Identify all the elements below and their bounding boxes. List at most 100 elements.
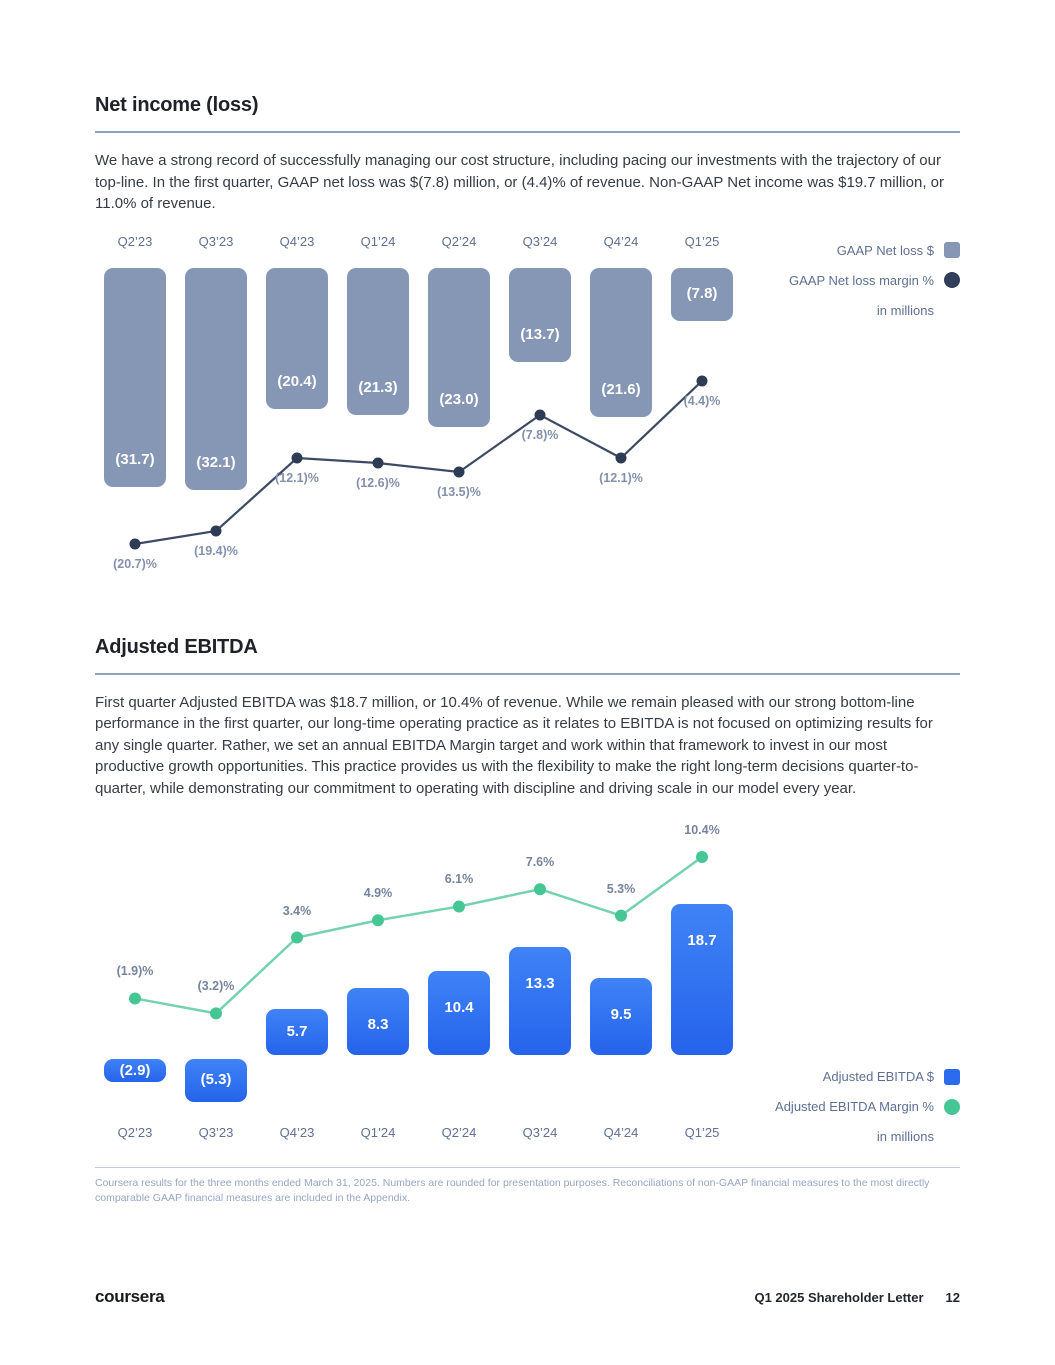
- adjusted-ebitda-section: Adjusted EBITDA First quarter Adjusted E…: [95, 584, 960, 1150]
- bar: 18.7: [671, 903, 733, 1055]
- line-point-marker: [696, 375, 708, 386]
- bar: (7.8): [671, 267, 733, 322]
- footnote-rule: [95, 1167, 960, 1168]
- bar: (31.7): [104, 267, 166, 487]
- bar-value-label: 5.7: [286, 1022, 308, 1040]
- bar: (13.7): [509, 267, 571, 363]
- margin-line-plot: [129, 375, 708, 549]
- bar: 9.5: [590, 978, 652, 1055]
- adjusted-ebitda-title: Adjusted EBITDA: [95, 635, 258, 658]
- adjusted-ebitda-paragraph: First quarter Adjusted EBITDA was $18.7 …: [95, 693, 933, 797]
- bar-value-label: (31.7): [115, 450, 155, 468]
- category-label: Q1’25: [684, 233, 720, 249]
- bar: (32.1): [185, 267, 247, 490]
- bar-value-label: (20.4): [277, 372, 317, 390]
- line-dot-swatch-icon: [944, 1098, 960, 1115]
- category-label: Q3’24: [522, 1125, 558, 1140]
- line-point-marker: [534, 409, 546, 420]
- category-label: Q1’24: [360, 1125, 396, 1140]
- bar-value-label: (32.1): [196, 453, 236, 471]
- margin-line: [134, 379, 703, 545]
- line-point-marker: [372, 914, 384, 927]
- net-income-section: Net income (loss) We have a strong recor…: [95, 0, 960, 584]
- page-footer: coursera Q1 2025 Shareholder Letter 12: [95, 1286, 960, 1308]
- line-point-marker: [615, 909, 627, 922]
- margin-line-plot: [129, 851, 708, 1020]
- line-point-marker: [210, 1007, 222, 1020]
- legend-label-adj-ebitda: Adjusted EBITDA $: [822, 1069, 934, 1084]
- net-income-chart: GAAP Net loss $ GAAP Net loss margin % i…: [95, 234, 960, 584]
- margin-value-label: 7.6%: [525, 855, 555, 870]
- legend-row-line-series: Adjusted EBITDA Margin %: [775, 1098, 960, 1115]
- bar-value-label: 10.4: [444, 998, 474, 1016]
- category-label: Q4’23: [279, 1125, 315, 1140]
- net-income-legend: GAAP Net loss $ GAAP Net loss margin % i…: [789, 242, 960, 319]
- margin-value-label: (12.1)%: [599, 470, 643, 485]
- margin-value-label: (4.4)%: [683, 393, 721, 408]
- legend-row-line-series: GAAP Net loss margin %: [789, 272, 960, 289]
- line-point-marker: [453, 900, 465, 913]
- bar-value-label: (2.9): [119, 1061, 151, 1079]
- line-point-marker: [129, 538, 141, 549]
- category-label: Q2’23: [117, 1125, 153, 1140]
- line-point-marker: [615, 452, 627, 463]
- line-point-marker: [129, 992, 141, 1005]
- legend-label-gaap-margin: GAAP Net loss margin %: [789, 272, 934, 288]
- line-dot-swatch-icon: [944, 272, 960, 288]
- footer-right: Q1 2025 Shareholder Letter 12: [754, 1290, 960, 1305]
- category-label: Q4’24: [603, 1125, 639, 1140]
- margin-value-label: (19.4)%: [194, 543, 238, 558]
- category-label: Q4’23: [279, 233, 315, 249]
- adjusted-ebitda-chart: Adjusted EBITDA $ Adjusted EBITDA Margin…: [95, 819, 960, 1149]
- bar-value-label: 8.3: [367, 1015, 389, 1033]
- legend-label-gaap-net-loss: GAAP Net loss $: [836, 242, 934, 258]
- adjusted-ebitda-legend: Adjusted EBITDA $ Adjusted EBITDA Margin…: [775, 1068, 960, 1145]
- legend-label-adj-margin: Adjusted EBITDA Margin %: [775, 1099, 934, 1114]
- bar: 5.7: [266, 1008, 328, 1055]
- net-income-title-rule: [95, 131, 960, 133]
- legend-row-bar-series: Adjusted EBITDA $: [823, 1068, 960, 1085]
- legend-row-units: in millions: [877, 1128, 960, 1145]
- category-label: Q4’24: [603, 233, 639, 249]
- margin-line: [134, 855, 703, 1015]
- line-point-marker: [534, 883, 546, 896]
- line-point-marker: [291, 931, 303, 944]
- category-label: Q3’24: [522, 233, 558, 249]
- bar-swatch-icon: [944, 1068, 960, 1085]
- margin-value-label: (12.6)%: [356, 475, 400, 490]
- category-label: Q2’24: [441, 1125, 477, 1140]
- net-income-title: Net income (loss): [95, 94, 259, 116]
- category-label: Q3’23: [198, 233, 234, 249]
- adjusted-ebitda-title-rule: [95, 672, 960, 675]
- line-point-marker: [453, 466, 465, 477]
- legend-row-bar-series: GAAP Net loss $: [837, 242, 960, 259]
- margin-value-label: (20.7)%: [113, 556, 157, 571]
- units-note: in millions: [876, 1129, 934, 1144]
- bar-value-label: (21.3): [358, 378, 398, 396]
- margin-value-label: 6.1%: [444, 872, 474, 887]
- bar: (20.4): [266, 267, 328, 409]
- bar: (2.9): [104, 1059, 166, 1083]
- margin-value-label: 10.4%: [684, 823, 720, 837]
- bar-value-label: 18.7: [687, 931, 717, 949]
- bar-value-label: (7.8): [686, 285, 718, 303]
- bar: (5.3): [185, 1059, 247, 1102]
- category-label: Q2’23: [117, 233, 153, 249]
- bar-value-label: (13.7): [520, 326, 560, 344]
- margin-value-label: (7.8)%: [521, 427, 559, 442]
- bar-value-label: (5.3): [200, 1071, 232, 1089]
- bar-value-label: 9.5: [610, 1006, 632, 1024]
- bar-value-label: 13.3: [525, 975, 555, 993]
- bar: (21.3): [347, 267, 409, 415]
- page-content: Net income (loss) We have a strong recor…: [95, 0, 960, 1308]
- margin-value-label: 5.3%: [606, 881, 636, 896]
- doc-title: Q1 2025 Shareholder Letter: [754, 1289, 924, 1305]
- margin-value-label: (3.2)%: [197, 979, 235, 994]
- line-point-marker: [210, 525, 222, 536]
- margin-value-label: 3.4%: [282, 903, 312, 918]
- legend-row-units: in millions: [877, 302, 960, 319]
- margin-value-label: (12.1)%: [275, 470, 319, 485]
- bar: 10.4: [428, 970, 490, 1055]
- margin-value-label: (13.5)%: [437, 484, 481, 499]
- net-income-paragraph: We have a strong record of successfully …: [95, 152, 944, 212]
